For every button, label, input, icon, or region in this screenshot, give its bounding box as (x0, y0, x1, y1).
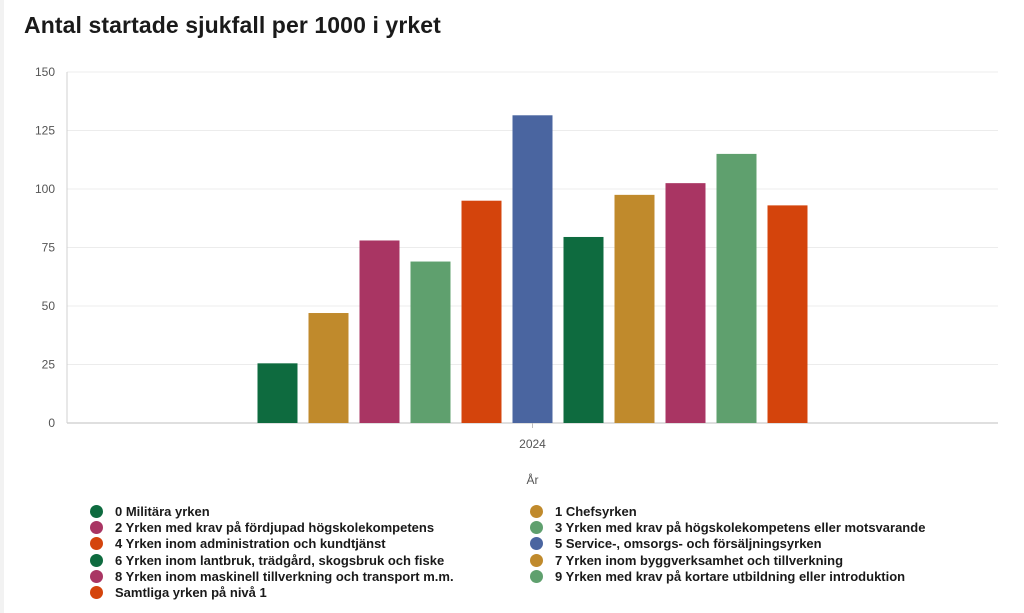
legend-marker (530, 553, 543, 567)
legend-label: 2 Yrken med krav på fördjupad högskoleko… (115, 519, 435, 535)
card-left-edge (0, 0, 4, 613)
y-tick-label: 25 (42, 358, 56, 372)
legend-item[interactable]: 3 Yrken med krav på högskolekompetens el… (530, 519, 970, 535)
bar-1 (308, 313, 349, 423)
x-axis-title: År (527, 472, 539, 487)
bar-5 (512, 115, 553, 423)
legend-label: 7 Yrken inom byggverksamhet och tillverk… (555, 552, 844, 568)
legend-label: 5 Service-, omsorgs- och försäljningsyrk… (555, 536, 822, 552)
chart-title: Antal startade sjukfall per 1000 i yrket (24, 12, 441, 38)
bar-6 (563, 236, 604, 423)
legend-label: 1 Chefsyrken (555, 503, 637, 519)
y-tick-label: 0 (48, 416, 55, 430)
legend-label: Samtliga yrken på nivå 1 (115, 585, 267, 601)
legend-item[interactable]: 5 Service-, omsorgs- och försäljningsyrk… (530, 536, 970, 552)
legend-item[interactable]: Samtliga yrken på nivå 1 (90, 584, 530, 600)
legend-item[interactable]: 4 Yrken inom administration och kundtjän… (90, 536, 530, 552)
y-tick-label: 50 (42, 299, 56, 313)
chart-legend: 0 Militära yrken 1 Chefsyrken 2 Yrken med … (90, 503, 990, 601)
legend-item[interactable]: 7 Yrken inom byggverksamhet och tillverk… (530, 552, 970, 568)
legend-item[interactable]: 0 Militära yrken (90, 503, 530, 519)
y-tick-label: 75 (42, 241, 56, 255)
bar-chart: 0 25 50 75 100 125 150 2024 År (35, 65, 998, 487)
bar-2 (359, 240, 400, 423)
legend-marker (530, 520, 543, 534)
legend-label: 3 Yrken med krav på högskolekompetens el… (555, 519, 926, 535)
legend-label: 6 Yrken inom lantbruk, trädgård, skogsbr… (115, 552, 445, 568)
y-tick-label: 100 (35, 182, 55, 196)
bar-3 (410, 261, 451, 423)
x-tick-label: 2024 (519, 437, 546, 451)
bar-7 (614, 194, 655, 423)
legend-marker (90, 504, 103, 518)
bar-10 (767, 205, 808, 423)
bar-8 (665, 183, 706, 423)
legend-item[interactable]: 6 Yrken inom lantbruk, trädgård, skogsbr… (90, 552, 530, 568)
legend-label: 0 Militära yrken (115, 503, 210, 519)
legend-marker (90, 537, 103, 551)
legend-item[interactable]: 9 Yrken med krav på kortare utbildning e… (530, 568, 970, 584)
legend-label: 4 Yrken inom administration och kundtjän… (115, 536, 386, 552)
legend-marker (90, 553, 103, 567)
legend-item[interactable]: 8 Yrken inom maskinell tillverkning och … (90, 568, 530, 584)
legend-item[interactable]: 2 Yrken med krav på fördjupad högskoleko… (90, 519, 530, 535)
legend-marker (530, 537, 543, 551)
legend-label: 9 Yrken med krav på kortare utbildning e… (555, 568, 906, 584)
legend-marker (90, 569, 103, 583)
legend-marker (530, 569, 543, 583)
legend-marker (90, 586, 103, 600)
bar-9 (716, 153, 757, 423)
legend-marker (90, 520, 103, 534)
bar-4 (461, 200, 502, 423)
legend-item[interactable]: 1 Chefsyrken (530, 503, 970, 519)
y-tick-label: 150 (35, 65, 55, 79)
legend-label: 8 Yrken inom maskinell tillverkning och … (115, 568, 454, 584)
y-tick-label: 125 (35, 124, 55, 138)
legend-marker (530, 504, 543, 518)
bar-0 (257, 363, 298, 423)
